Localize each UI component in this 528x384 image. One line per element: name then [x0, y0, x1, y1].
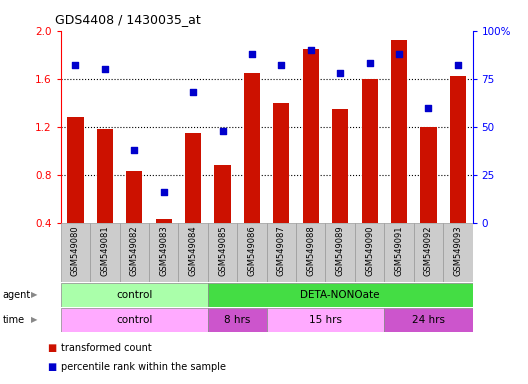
- Bar: [303, 49, 319, 223]
- Point: [248, 51, 256, 57]
- Bar: [355, 223, 384, 282]
- Bar: [178, 223, 208, 282]
- Bar: [391, 40, 407, 223]
- Text: GSM549089: GSM549089: [336, 226, 345, 276]
- Point: [218, 127, 227, 134]
- Bar: [126, 171, 143, 223]
- Point: [307, 47, 315, 53]
- Bar: [274, 103, 289, 223]
- Text: percentile rank within the sample: percentile rank within the sample: [61, 362, 226, 372]
- Bar: [362, 79, 378, 223]
- Text: GSM549088: GSM549088: [306, 226, 315, 276]
- Point: [101, 66, 109, 72]
- Bar: [149, 223, 178, 282]
- Text: ■: ■: [48, 343, 57, 353]
- Text: ■: ■: [48, 362, 57, 372]
- Text: GDS4408 / 1430035_at: GDS4408 / 1430035_at: [55, 13, 201, 26]
- Text: time: time: [3, 314, 25, 325]
- Text: transformed count: transformed count: [61, 343, 152, 353]
- Text: GSM549081: GSM549081: [100, 226, 109, 276]
- Bar: [61, 308, 208, 332]
- Point: [189, 89, 197, 95]
- Text: GSM549082: GSM549082: [130, 226, 139, 276]
- Point: [336, 70, 344, 76]
- Point: [130, 147, 138, 153]
- Point: [71, 62, 80, 68]
- Bar: [156, 219, 172, 223]
- Bar: [68, 117, 83, 223]
- Bar: [90, 223, 119, 282]
- Point: [454, 62, 462, 68]
- Bar: [384, 223, 414, 282]
- Point: [395, 51, 403, 57]
- Bar: [443, 223, 473, 282]
- Bar: [296, 223, 325, 282]
- Text: GSM549093: GSM549093: [454, 226, 463, 276]
- Text: GSM549083: GSM549083: [159, 226, 168, 276]
- Bar: [414, 223, 443, 282]
- Text: DETA-NONOate: DETA-NONOate: [300, 290, 380, 300]
- Text: control: control: [116, 290, 153, 300]
- Point: [365, 60, 374, 66]
- Bar: [97, 129, 113, 223]
- Text: GSM549090: GSM549090: [365, 226, 374, 276]
- Text: agent: agent: [3, 290, 31, 300]
- Text: GSM549080: GSM549080: [71, 226, 80, 276]
- Bar: [244, 73, 260, 223]
- Bar: [61, 223, 90, 282]
- Bar: [208, 283, 473, 307]
- Text: 15 hrs: 15 hrs: [309, 314, 342, 325]
- Bar: [237, 223, 267, 282]
- Bar: [208, 223, 237, 282]
- Bar: [267, 223, 296, 282]
- Bar: [208, 308, 267, 332]
- Text: 8 hrs: 8 hrs: [224, 314, 250, 325]
- Point: [159, 189, 168, 195]
- Text: ▶: ▶: [31, 315, 37, 324]
- Text: ▶: ▶: [31, 290, 37, 299]
- Text: GSM549091: GSM549091: [394, 226, 403, 276]
- Point: [424, 104, 432, 111]
- Text: GSM549092: GSM549092: [424, 226, 433, 276]
- Bar: [267, 308, 384, 332]
- Bar: [420, 127, 437, 223]
- Bar: [185, 133, 201, 223]
- Bar: [384, 308, 473, 332]
- Bar: [450, 76, 466, 223]
- Point: [277, 62, 286, 68]
- Text: GSM549086: GSM549086: [248, 226, 257, 276]
- Text: 24 hrs: 24 hrs: [412, 314, 445, 325]
- Bar: [119, 223, 149, 282]
- Bar: [214, 165, 231, 223]
- Bar: [61, 283, 208, 307]
- Text: GSM549087: GSM549087: [277, 226, 286, 276]
- Text: control: control: [116, 314, 153, 325]
- Text: GSM549084: GSM549084: [188, 226, 197, 276]
- Bar: [332, 109, 348, 223]
- Bar: [325, 223, 355, 282]
- Text: GSM549085: GSM549085: [218, 226, 227, 276]
